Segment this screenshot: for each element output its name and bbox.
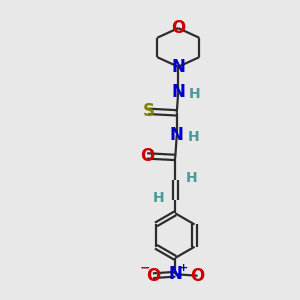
Text: N: N: [168, 265, 182, 283]
Text: O: O: [171, 19, 185, 37]
Text: H: H: [186, 171, 197, 185]
Text: N: N: [171, 58, 185, 76]
Text: N: N: [171, 83, 185, 101]
Text: −: −: [140, 262, 150, 275]
Text: H: H: [189, 86, 200, 100]
Text: H: H: [153, 191, 165, 206]
Text: N: N: [170, 126, 184, 144]
Text: O: O: [146, 267, 160, 285]
Text: O: O: [140, 147, 154, 165]
Text: H: H: [187, 130, 199, 144]
Text: S: S: [142, 102, 154, 120]
Text: +: +: [179, 263, 188, 273]
Text: O: O: [190, 267, 205, 285]
